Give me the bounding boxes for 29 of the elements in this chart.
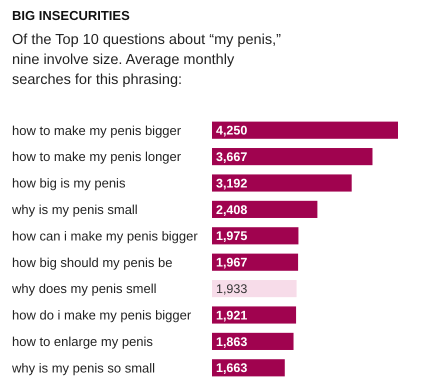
y-tick-label: how to make my penis longer: [12, 149, 182, 164]
y-tick-label: how big should my penis be: [12, 254, 172, 270]
bar: [212, 148, 372, 166]
data-label: 1,975: [216, 229, 248, 244]
data-label: 3,667: [216, 150, 248, 164]
y-tick-label: why is my penis small: [11, 202, 138, 217]
text: BIG INSECURITIES: [12, 8, 130, 23]
y-tick-label: how to make my penis bigger: [12, 122, 182, 138]
data-label: 3,192: [216, 176, 248, 190]
data-label: 2,408: [216, 202, 248, 217]
bar: [212, 174, 352, 192]
data-label: 4,250: [216, 124, 248, 138]
data-label: 1,921: [216, 308, 248, 322]
y-tick-label: how can i make my penis bigger: [12, 228, 198, 244]
bar: [212, 122, 398, 139]
y-tick-label: why is my penis so small: [11, 360, 156, 376]
y-tick-label: how to enlarge my penis: [12, 334, 154, 349]
y-tick-label: why does my penis smell: [11, 281, 157, 296]
data-label: 1,933: [216, 282, 248, 296]
bar: [212, 280, 297, 298]
bar: [212, 227, 298, 244]
data-label: 1,967: [216, 256, 248, 270]
bar: [212, 200, 318, 218]
bar: [212, 254, 298, 271]
chart-subtitle: Of the Top 10 questions about “my penis,” nine involve size. Average monthly searches for this phrasing:: [12, 31, 282, 90]
y-tick-label: how big is my penis: [12, 176, 126, 191]
data-label: 1,663: [216, 361, 248, 376]
data-label: 1,863: [216, 334, 248, 349]
y-tick-label: how do i make my penis bigger: [12, 308, 192, 323]
